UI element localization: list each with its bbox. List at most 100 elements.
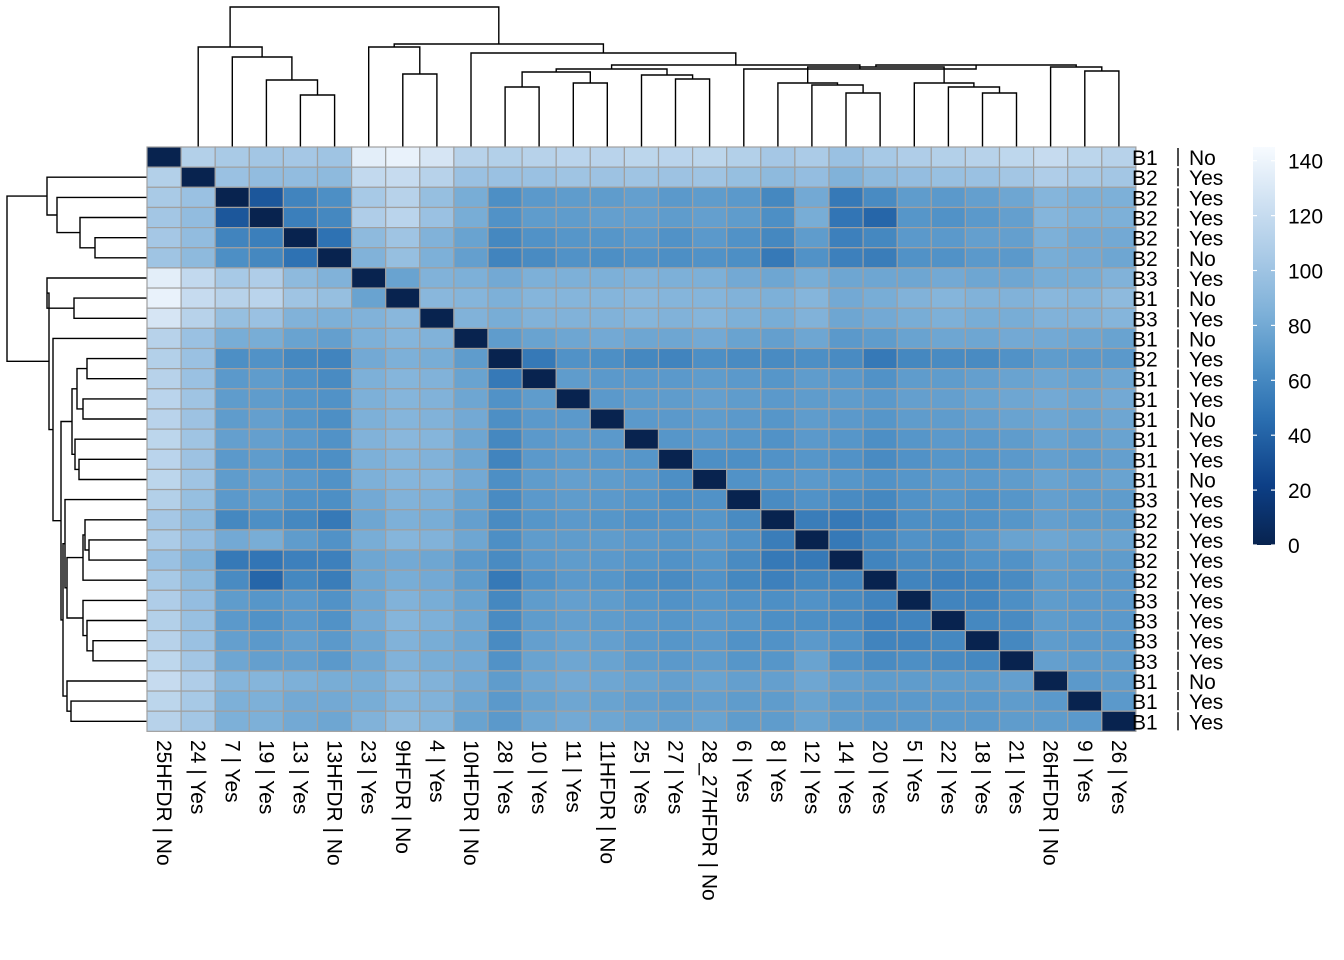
heatmap-cell [691, 267, 728, 289]
heatmap-cell [453, 589, 489, 612]
heatmap-cell [1101, 690, 1137, 712]
heatmap-cell [691, 670, 728, 692]
heatmap-cell [930, 509, 966, 531]
heatmap-cell [794, 408, 830, 430]
heatmap-cell [794, 488, 830, 511]
heatmap-cell [589, 368, 625, 390]
heatmap-cell [1067, 670, 1103, 692]
dendrogram-branch [52, 337, 147, 522]
heatmap-cell [794, 267, 830, 289]
heatmap-cell [726, 287, 762, 309]
heatmap-cell [657, 569, 694, 591]
heatmap-cell [794, 690, 830, 712]
heatmap-cell [248, 428, 285, 450]
heatmap-cell [419, 347, 455, 370]
heatmap-cell [282, 368, 319, 390]
dendrogram-branch [504, 86, 540, 147]
heatmap-cell [623, 327, 660, 350]
heatmap-cell [555, 166, 591, 188]
heatmap-cell [998, 347, 1035, 370]
heatmap-cell [385, 710, 421, 732]
row-label: B1 [1132, 449, 1158, 472]
heatmap-cell [862, 247, 898, 269]
heatmap-cell [487, 186, 523, 209]
heatmap-cell [282, 227, 319, 249]
heatmap-cell [419, 488, 455, 511]
heatmap-cell [726, 267, 762, 289]
heatmap-cell [691, 166, 728, 188]
heatmap-cell [1032, 206, 1069, 229]
heatmap-cell [555, 650, 591, 672]
heatmap-cell [351, 428, 387, 450]
heatmap-cell [1101, 368, 1137, 390]
heatmap-cell [726, 509, 762, 531]
heatmap-cell [1032, 327, 1069, 350]
column-label: 18 | Yes [971, 740, 994, 814]
heatmap-cell [828, 408, 864, 430]
heatmap-cell [657, 629, 694, 652]
heatmap-cell [146, 710, 182, 732]
heatmap-cell [726, 710, 762, 732]
column-label: 6 | Yes [732, 740, 755, 803]
heatmap-cell [385, 509, 421, 531]
heatmap-cell [1101, 549, 1137, 571]
heatmap-cell [419, 368, 455, 390]
heatmap-cell [657, 690, 694, 712]
heatmap-cell [896, 388, 932, 410]
heatmap-cell [146, 146, 182, 168]
heatmap-cell [930, 307, 966, 329]
heatmap-cell [998, 227, 1035, 249]
heatmap-cell [828, 247, 864, 269]
heatmap-cell [896, 347, 932, 370]
heatmap-cell [930, 287, 966, 309]
heatmap-cell [998, 710, 1035, 732]
heatmap-cell [351, 529, 387, 551]
heatmap-cell [964, 529, 1001, 551]
heatmap-cell [316, 428, 353, 450]
heatmap-cell [964, 549, 1001, 571]
heatmap-cell [1101, 589, 1137, 612]
heatmap-cell [896, 247, 932, 269]
heatmap-cell [657, 650, 694, 672]
heatmap-cell [180, 368, 216, 390]
heatmap-cell [896, 569, 932, 591]
heatmap-cell [419, 146, 455, 168]
heatmap-cell [453, 186, 489, 209]
heatmap-cell [316, 589, 353, 612]
heatmap-cell [691, 468, 728, 491]
heatmap-cell [794, 468, 830, 491]
heatmap-cell [964, 347, 1001, 370]
heatmap-cell [930, 428, 966, 450]
heatmap-cell [282, 650, 319, 672]
heatmap-cell [1101, 388, 1137, 410]
heatmap-cell [214, 408, 250, 430]
heatmap-cell [282, 509, 319, 531]
heatmap-cell [794, 529, 830, 551]
heatmap-cell [521, 488, 557, 511]
heatmap-cell [1101, 307, 1137, 329]
dendrogram-branch [76, 367, 87, 410]
heatmap-cell [1032, 468, 1069, 491]
heatmap-cell [555, 327, 591, 350]
heatmap-cell [691, 186, 728, 209]
heatmap-cell [453, 509, 489, 531]
heatmap-cell [248, 670, 285, 692]
heatmap-cell [248, 327, 285, 350]
column-label: 9HFDR | No [391, 740, 414, 854]
heatmap-cell [214, 650, 250, 672]
heatmap-cell [589, 267, 625, 289]
heatmap-cell [726, 247, 762, 269]
heatmap-cell [760, 509, 796, 531]
heatmap-cell [248, 468, 285, 491]
row-label-group: Yes [1189, 711, 1223, 734]
heatmap-cell [930, 408, 966, 430]
row-label: B1 [1132, 389, 1158, 412]
heatmap-cell [964, 267, 1001, 289]
heatmap-cell [623, 388, 660, 410]
heatmap-cell [964, 186, 1001, 209]
heatmap-cell [521, 710, 557, 732]
row-label: B1 [1132, 328, 1158, 351]
heatmap-cell [1032, 670, 1069, 692]
column-label: 25HFDR | No [152, 740, 175, 866]
row-label-group: Yes [1189, 631, 1223, 654]
